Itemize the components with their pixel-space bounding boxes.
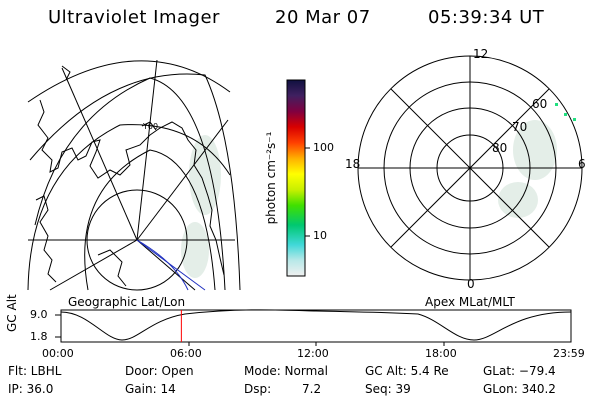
mlt-label-6: 6 xyxy=(578,157,586,171)
date-label: 20 Mar 07 xyxy=(275,7,371,28)
time-label: 05:39:34 UT xyxy=(428,7,545,28)
colorbar-tick-100: 100 xyxy=(313,141,334,154)
seq-info: Seq: 39 xyxy=(365,382,411,396)
geographic-map xyxy=(27,59,241,291)
mlt-label-0: 0 xyxy=(467,277,475,291)
geographic-panel-label: Geographic Lat/Lon xyxy=(68,295,186,309)
mlat-label-80: 80 xyxy=(492,141,508,155)
coast-label: Y00 xyxy=(142,122,158,131)
mlat-label-70: 70 xyxy=(512,120,528,134)
gain-info: Gain: 14 xyxy=(125,382,176,396)
time-tick-1800: 18:00 xyxy=(425,347,457,360)
time-tick-0000: 00:00 xyxy=(42,347,74,360)
altitude-plot xyxy=(55,309,572,346)
glon-info: GLon: 340.2 xyxy=(483,382,556,396)
instrument-title: Ultraviolet Imager xyxy=(48,7,220,28)
ip-info: IP: 36.0 xyxy=(8,382,54,396)
mode-info: Mode: Normal xyxy=(244,364,328,378)
mlt-label-12: 12 xyxy=(473,47,489,61)
colorbar-tick-10: 10 xyxy=(313,229,327,242)
dsp-value: 7.2 xyxy=(302,382,322,396)
filter-info: Flt: LBHL xyxy=(8,364,62,378)
door-info: Door: Open xyxy=(125,364,194,378)
mlt-label-18: 18 xyxy=(345,157,361,171)
polar-plot xyxy=(357,55,583,281)
alt-tick-high: 9.0 xyxy=(30,308,48,321)
aurora-glow-geo xyxy=(181,135,221,278)
glat-info: GLat: −79.4 xyxy=(483,364,556,378)
dsp-label: Dsp: xyxy=(244,382,272,396)
aurora-spots xyxy=(555,103,576,121)
time-tick-0600: 06:00 xyxy=(170,347,202,360)
colorbar xyxy=(286,79,310,277)
time-tick-1200: 12:00 xyxy=(297,347,329,360)
mlat-label-60: 60 xyxy=(532,97,548,111)
apex-panel-label: Apex MLat/MLT xyxy=(425,295,515,309)
colorbar-unit-label: photon cm⁻²s⁻¹ xyxy=(264,131,278,225)
time-tick-2359: 23:59 xyxy=(553,347,585,360)
altitude-axis-label: GC Alt xyxy=(5,294,19,332)
aurora-glow-polar xyxy=(498,120,557,218)
gc-alt-info: GC Alt: 5.4 Re xyxy=(365,364,449,378)
alt-tick-low: 1.8 xyxy=(30,330,48,343)
